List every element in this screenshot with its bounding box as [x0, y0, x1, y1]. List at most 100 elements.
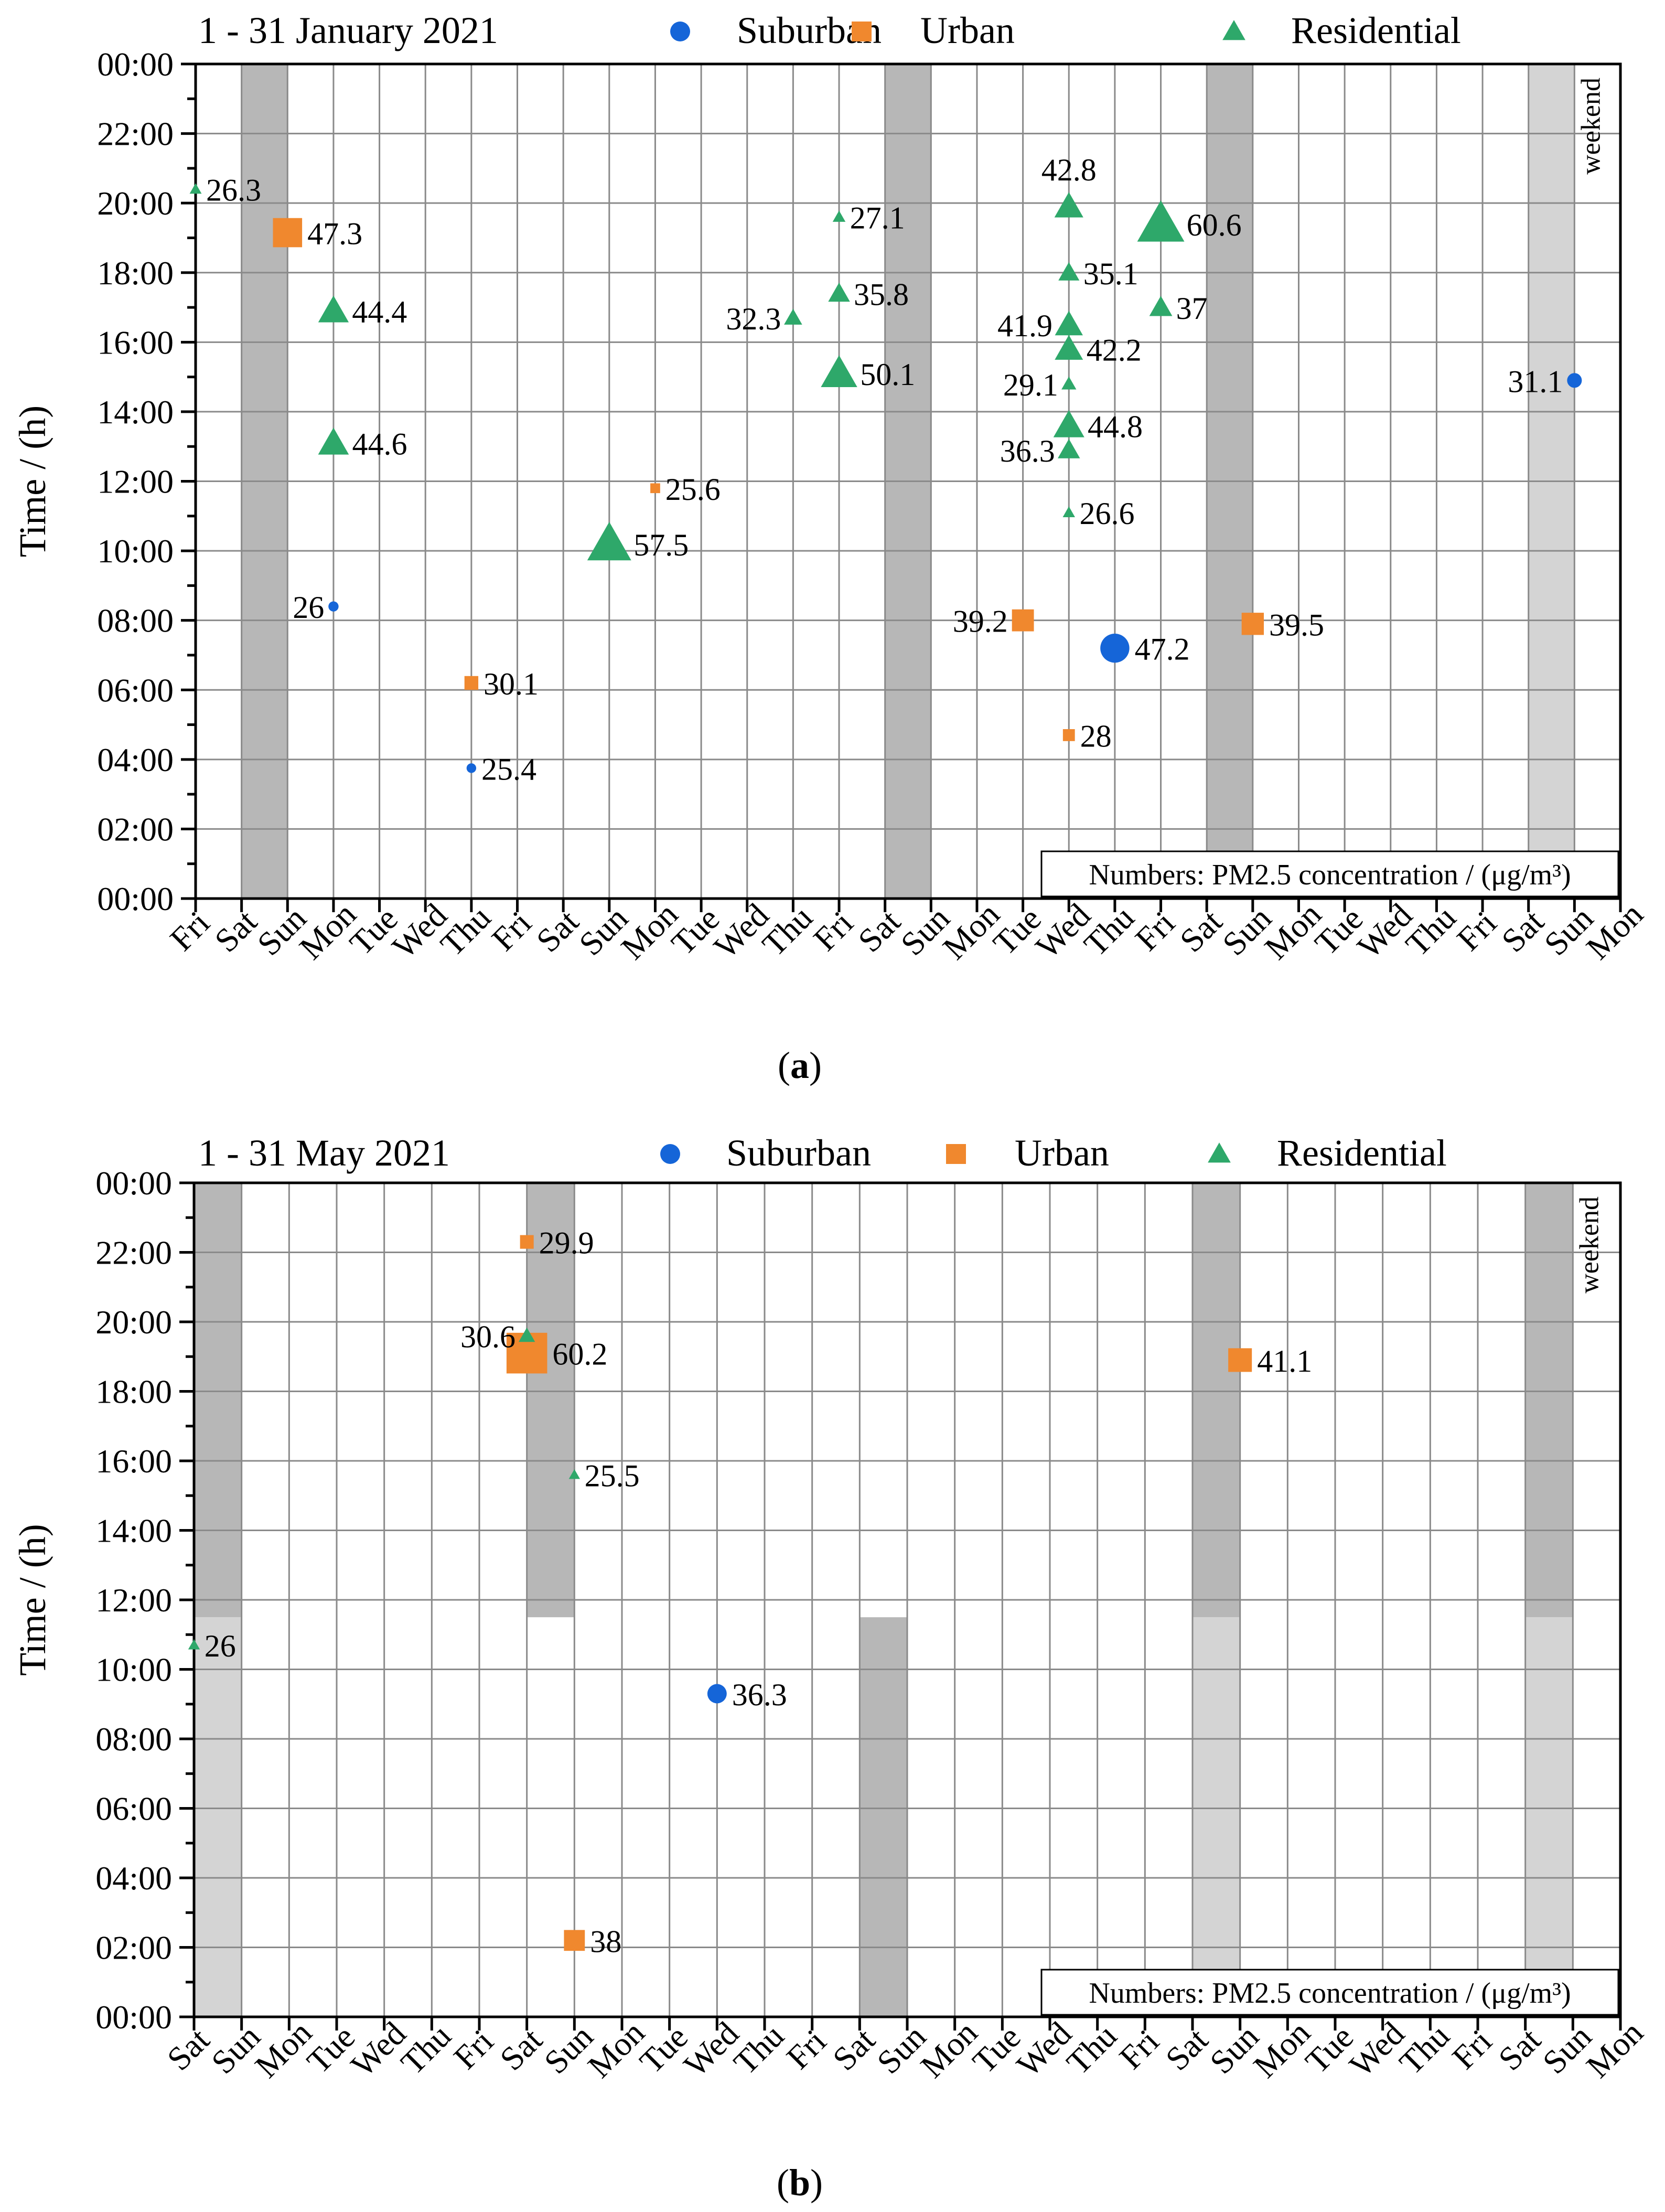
data-point-residential — [832, 210, 846, 222]
data-point-residential — [1149, 296, 1173, 316]
weekend-band — [1525, 1183, 1573, 1618]
data-label: 35.1 — [1083, 257, 1138, 291]
weekend-band — [1525, 1617, 1573, 2017]
data-label: 26.6 — [1079, 496, 1134, 531]
data-point-urban — [520, 1235, 534, 1249]
x-tick-label: Fri — [1445, 2022, 1499, 2076]
weekend-label: weekend — [1576, 78, 1606, 175]
data-label: 26 — [205, 1629, 236, 1663]
chart-title: 1 - 31 January 2021 — [198, 9, 498, 51]
data-label: 36.3 — [1000, 434, 1055, 468]
data-label: 35.8 — [854, 277, 909, 312]
legend-marker-suburban — [670, 22, 690, 41]
data-label: 37 — [1176, 291, 1208, 326]
data-label: 44.6 — [352, 427, 407, 462]
y-tick-label: 04:00 — [95, 1860, 172, 1897]
y-tick-label: 20:00 — [95, 1303, 172, 1341]
x-tick-label: Sat — [825, 2021, 882, 2078]
data-point-urban — [273, 218, 303, 248]
x-tick-label: Fri — [1112, 2022, 1166, 2076]
y-tick-label: 08:00 — [97, 602, 174, 639]
data-label: 50.1 — [860, 357, 915, 392]
y-tick-label: 12:00 — [97, 463, 174, 500]
data-label: 47.3 — [307, 217, 362, 251]
y-tick-label: 20:00 — [97, 185, 174, 222]
y-tick-label: 18:00 — [97, 254, 174, 292]
data-point-urban — [1062, 729, 1075, 741]
weekend-band — [194, 1617, 242, 2017]
panel-caption: (b) — [777, 2162, 823, 2204]
data-label: 25.4 — [481, 752, 536, 786]
data-label: 29.1 — [1003, 368, 1058, 402]
y-tick-label: 04:00 — [97, 741, 174, 778]
data-point-residential — [318, 428, 349, 455]
data-label: 42.2 — [1087, 333, 1142, 368]
legend-marker-residential — [1208, 1142, 1231, 1163]
data-point-residential — [189, 183, 202, 194]
x-tick-label: Mon — [1579, 2014, 1650, 2085]
y-tick-label: 06:00 — [97, 671, 174, 709]
y-tick-label: 14:00 — [95, 1512, 172, 1550]
data-point-suburban — [328, 601, 339, 612]
legend-label-urban: Urban — [1015, 1132, 1109, 1174]
data-label: 44.8 — [1088, 409, 1143, 444]
data-label: 28 — [1080, 719, 1112, 753]
data-label: 32.3 — [726, 302, 781, 336]
weekend-label: weekend — [1574, 1196, 1604, 1294]
y-tick-label: 00:00 — [95, 1999, 172, 2036]
data-point-residential — [784, 308, 802, 325]
legend-marker-urban — [852, 22, 872, 41]
legend-label-urban: Urban — [920, 9, 1015, 51]
data-label: 29.9 — [539, 1226, 594, 1260]
note-box — [1040, 1969, 1619, 2016]
data-point-residential — [587, 521, 631, 561]
data-point-suburban — [707, 1684, 727, 1704]
x-tick-label: Sat — [492, 2021, 549, 2078]
data-label: 31.1 — [1508, 364, 1563, 399]
legend: Suburban Urban Residential — [670, 9, 1461, 51]
data-point-suburban — [1100, 633, 1130, 663]
y-axis-label: Time / (h) — [12, 1524, 53, 1675]
chart-panel-a: 00:00 02:00 04:00 06:00 08:00 10:00 12:00 14:00… — [12, 9, 1650, 1086]
panel-caption-letter: b — [789, 2162, 810, 2204]
legend-marker-suburban — [660, 1144, 680, 1164]
y-axis-label: Time / (h) — [12, 405, 53, 557]
note-text: Numbers: PM2.5 concentration / (μg/m³) — [1089, 1977, 1571, 2010]
data-point-residential — [828, 282, 850, 302]
weekend-band — [527, 1183, 575, 1618]
data-label: 39.2 — [953, 604, 1008, 639]
y-tick-label: 22:00 — [97, 115, 174, 153]
y-tick-label: 00:00 — [97, 880, 174, 917]
data-label: 42.8 — [1041, 153, 1097, 187]
data-point-residential — [1058, 439, 1080, 458]
chart-title: 1 - 31 May 2021 — [198, 1132, 450, 1174]
data-label: 25.6 — [665, 472, 721, 507]
note-box — [1040, 850, 1619, 897]
note-text: Numbers: PM2.5 concentration / (μg/m³) — [1089, 859, 1571, 891]
y-tick-label: 18:00 — [95, 1373, 172, 1410]
data-point-residential — [568, 1469, 580, 1479]
y-tick-label: 02:00 — [95, 1929, 172, 1967]
x-tick-label: Fri — [779, 2022, 833, 2076]
weekend-band — [1193, 1183, 1240, 1618]
x-tick-label: Mon — [1579, 895, 1650, 967]
data-label: 38 — [590, 1924, 621, 1959]
data-point-residential — [1058, 262, 1080, 281]
data-point-residential — [821, 355, 857, 388]
weekend-band — [194, 1183, 242, 1618]
x-tick-label: Fri — [446, 2022, 500, 2076]
legend-label-residential: Residential — [1277, 1132, 1447, 1174]
data-point-urban — [650, 483, 660, 494]
panel-caption: (a) — [778, 1044, 822, 1086]
data-label: 25.5 — [585, 1459, 640, 1493]
data-point-residential — [1061, 376, 1077, 390]
data-point-residential — [1053, 410, 1084, 437]
data-point-urban — [564, 1930, 585, 1951]
data-point-residential — [519, 1327, 535, 1342]
data-point-residential — [1055, 311, 1083, 336]
y-tick-label: 08:00 — [95, 1721, 172, 1758]
data-label: 41.1 — [1257, 1344, 1312, 1379]
data-point-urban — [1012, 609, 1034, 632]
data-point-residential — [1054, 192, 1083, 218]
